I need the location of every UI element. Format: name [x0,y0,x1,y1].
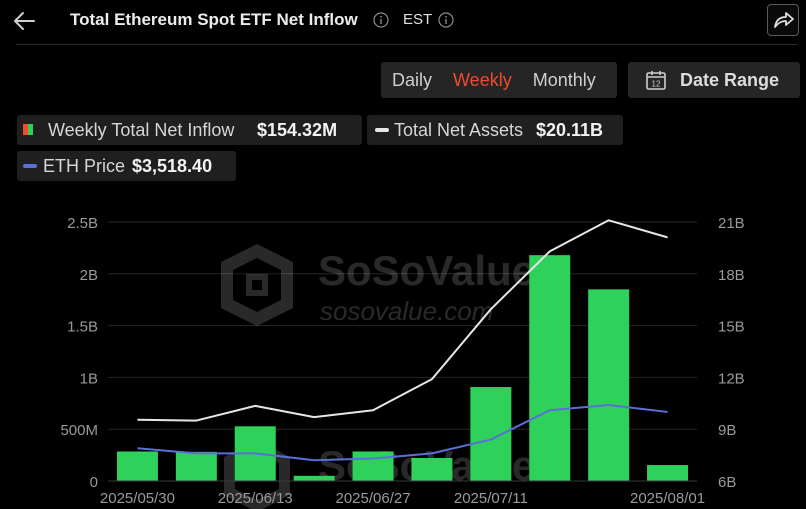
y-left-tick-label: 1B [80,370,98,387]
share-icon [774,12,794,28]
y-left-tick-label: 1.5B [67,319,98,336]
timezone-label: EST [403,11,433,28]
tab-monthly[interactable]: Monthly [532,69,596,90]
legend-inflow-label: Weekly Total Net Inflow [48,120,235,140]
legend-assets-label: Total Net Assets [394,120,524,140]
x-tick-label: 2025/05/30 [100,490,175,507]
total-net-assets-line [137,219,668,422]
inflow-bar [352,451,394,481]
tab-weekly[interactable]: Weekly [453,69,512,90]
lines-layer [137,219,668,462]
bars-layer [116,255,689,481]
x-tick-label: 2025/06/13 [218,490,293,507]
watermark-logo-lower [224,440,290,509]
page-title: Total Ethereum Spot ETF Net Inflow [70,10,358,29]
legend-price[interactable]: ETH Price $3,518.40 [17,151,236,181]
period-selector: Daily Weekly Monthly [381,62,617,98]
inflow-bar [647,465,689,481]
inflow-bar [175,451,217,481]
x-tick-label: 2025/08/01 [630,490,705,507]
legend-down-swatch [23,124,28,135]
watermark-logo [221,244,293,326]
inflow-bar [529,255,571,481]
svg-text:12: 12 [652,80,661,89]
watermark-brand-lower: SoSoValue [318,442,535,489]
header-divider [16,44,798,45]
timezone-info-icon[interactable] [438,12,454,28]
inflow-bar [411,458,453,481]
y-left-tick-label: 2.5B [67,215,98,232]
legend-price-swatch [23,164,37,168]
watermark-url: sosovalue.com [320,296,493,326]
date-range-button[interactable]: 12 Date Range [628,62,800,98]
inflow-bar [588,289,630,481]
legend-up-swatch [28,124,33,135]
legend-assets-value: $20.11B [536,120,604,140]
y-right-tick-label: 12B [718,370,745,387]
watermark-brand: SoSoValue [318,247,535,294]
back-button[interactable] [10,7,40,35]
share-button[interactable] [767,4,799,36]
tab-daily[interactable]: Daily [392,69,433,90]
inflow-bar [293,475,335,481]
y-right-tick-label: 21B [718,215,745,232]
y-left-tick-label: 0 [90,474,98,491]
y-right-tick-label: 9B [718,422,736,439]
x-tick-label: 2025/06/27 [336,490,411,507]
legend-inflow[interactable]: Weekly Total Net Inflow $154.32M [17,115,362,145]
legend-inflow-value: $154.32M [257,120,338,140]
watermark: SoSoValue sosovalue.com SoSoValue [221,244,535,509]
y-left-tick-label: 500M [60,422,98,439]
axes-layer: 0 500M 1B 1.5B 2B 2.5B 6B 9B 12B 15B 18B 21B 2025/05… [60,215,744,507]
info-icon[interactable] [373,12,389,28]
arrow-left-icon [14,12,35,30]
date-range-label: Date Range [680,70,780,90]
y-left-tick-label: 2B [80,267,98,284]
header-bar: Total Ethereum Spot ETF Net Inflow EST [0,0,806,44]
grid-layer [108,221,697,430]
calendar-icon: 12 [646,71,666,90]
y-right-tick-label: 18B [718,267,745,284]
eth-price-line [137,404,668,462]
inflow-bar [234,426,276,481]
y-right-tick-label: 15B [718,319,745,336]
legend-price-value: $3,518.40 [132,156,213,176]
legend-assets[interactable]: Total Net Assets $20.11B [367,115,623,145]
inflow-bar [470,387,512,481]
x-tick-label: 2025/07/11 [454,490,528,507]
legend-price-label: ETH Price [43,156,126,176]
y-right-tick-label: 6B [718,474,736,491]
inflow-bar [116,451,158,481]
legend-assets-swatch [375,128,389,132]
